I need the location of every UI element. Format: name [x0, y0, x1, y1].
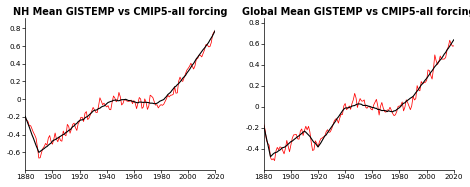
Title: NH Mean GISTEMP vs CMIP5-all forcing: NH Mean GISTEMP vs CMIP5-all forcing — [13, 7, 227, 17]
Title: Global Mean GISTEMP vs CMIP5-all forcing: Global Mean GISTEMP vs CMIP5-all forcing — [242, 7, 470, 17]
